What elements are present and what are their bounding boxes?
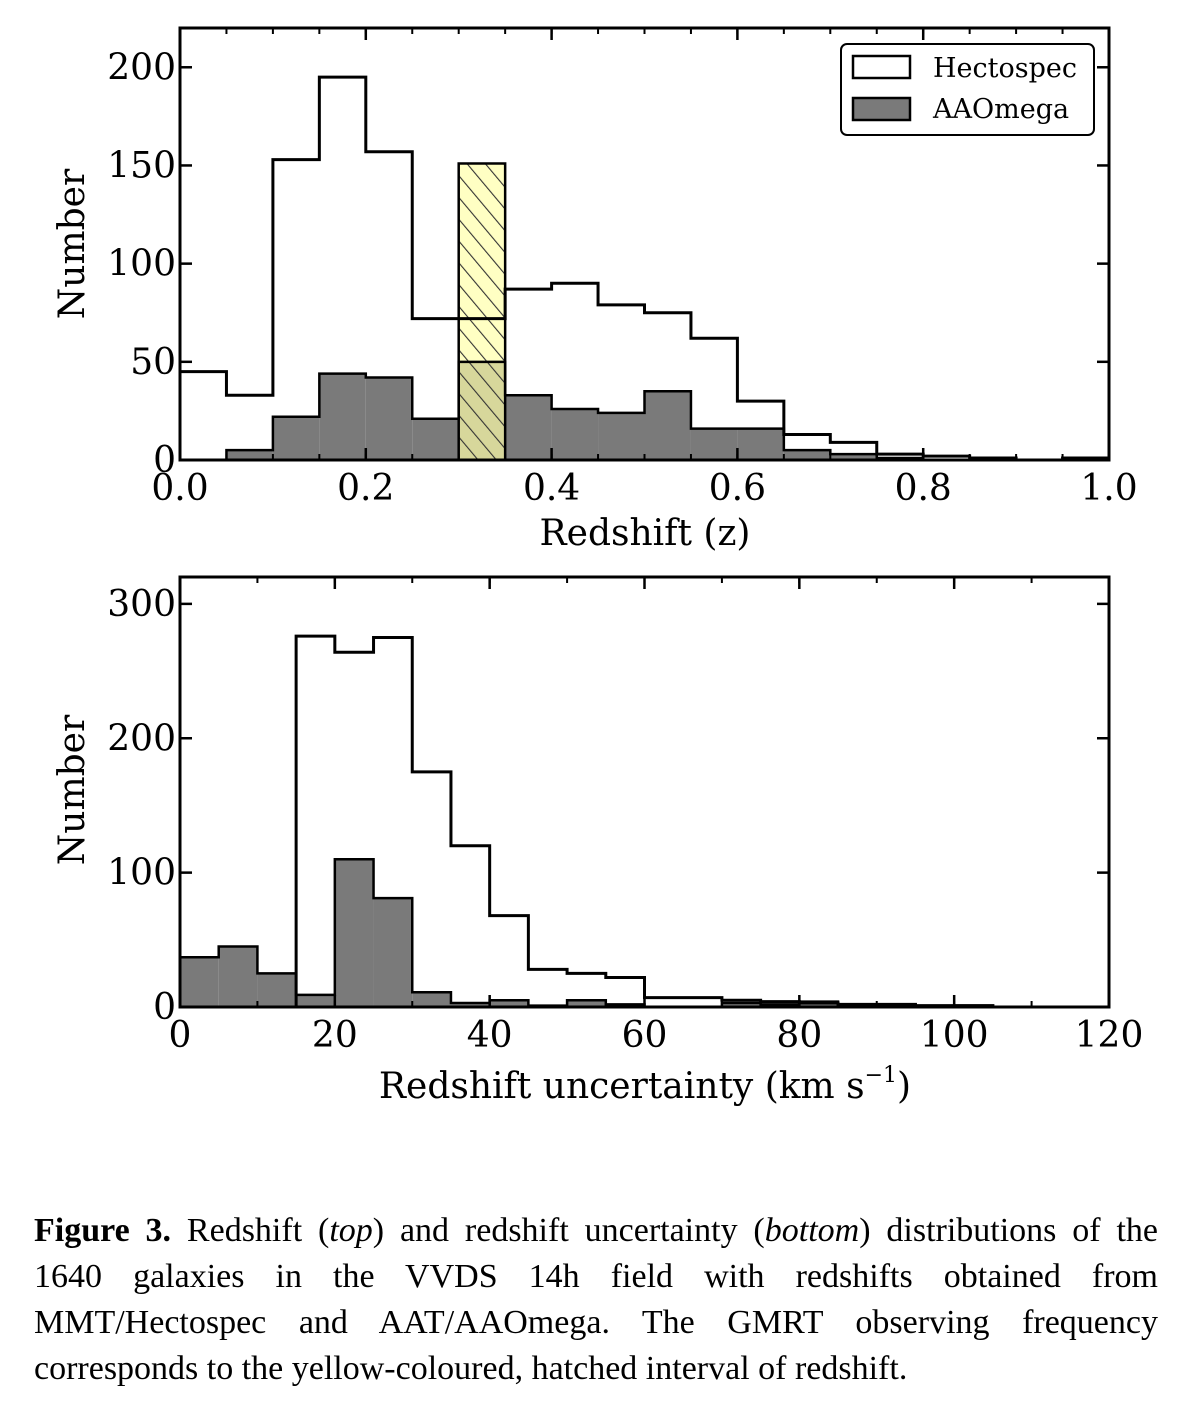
x-tick-label: 0.8 bbox=[895, 468, 952, 509]
y-tick-label: 0 bbox=[153, 987, 176, 1028]
filled-bar bbox=[365, 377, 413, 460]
caption-text-1: Redshift ( bbox=[171, 1212, 330, 1249]
caption-em-top: top bbox=[329, 1212, 373, 1249]
x-tick-label: 100 bbox=[920, 1015, 989, 1056]
filled-bar bbox=[272, 416, 320, 460]
x-tick-label: 1.0 bbox=[1080, 468, 1137, 509]
filled-bar bbox=[644, 391, 691, 460]
x-tick-label: 0.2 bbox=[337, 468, 394, 509]
y-tick-label: 0 bbox=[153, 440, 176, 481]
legend-swatch-aaomega bbox=[851, 96, 912, 122]
filled-bar bbox=[412, 418, 459, 460]
y-tick-label: 50 bbox=[130, 342, 176, 383]
x-axis-label-superscript: −1 bbox=[865, 1063, 897, 1088]
filled-bar bbox=[505, 395, 552, 460]
filled-bar bbox=[721, 1002, 761, 1007]
filled-bar bbox=[450, 1002, 490, 1007]
x-tick-label: 120 bbox=[1075, 1015, 1144, 1056]
filled-bar bbox=[257, 973, 297, 1007]
caption-em-bottom: bottom bbox=[764, 1212, 860, 1249]
x-tick-label: 20 bbox=[312, 1015, 358, 1056]
x-axis-label: Redshift (z) bbox=[540, 513, 751, 554]
filled-bar bbox=[830, 454, 877, 460]
legend: Hectospec AAOmega bbox=[840, 43, 1095, 136]
filled-bar bbox=[598, 412, 645, 460]
caption-text-2: ) and redshift uncertainty ( bbox=[372, 1212, 765, 1249]
filled-bar bbox=[412, 992, 451, 1007]
filled-bar bbox=[180, 957, 219, 1007]
filled-bar bbox=[319, 373, 366, 460]
y-tick-label: 100 bbox=[107, 853, 176, 894]
caption-label: Figure 3. bbox=[34, 1212, 172, 1249]
plot-frame bbox=[178, 26, 1111, 462]
redshift-histogram: 0.0 0.2 0.4 0.6 0.8 1.0 0 50 100 150 200 Number Re… bbox=[52, 26, 1138, 554]
filled-bar bbox=[226, 450, 273, 460]
filled-bar bbox=[551, 408, 599, 460]
x-tick-label: 0.6 bbox=[709, 468, 766, 509]
filled-bar bbox=[218, 946, 258, 1007]
x-axis-label-main: Redshift uncertainty (km s bbox=[379, 1066, 865, 1107]
y-tick-label: 200 bbox=[107, 718, 176, 759]
filled-bar bbox=[489, 1000, 529, 1007]
x-tick-label: 0.4 bbox=[523, 468, 580, 509]
y-tick-label: 200 bbox=[107, 47, 176, 88]
y-tick-label: 300 bbox=[107, 584, 176, 625]
y-tick-label: 150 bbox=[107, 145, 176, 186]
caption-text-3: ) distributions of the 1640 galaxies in … bbox=[34, 1212, 1158, 1387]
filled-bar bbox=[567, 1000, 606, 1007]
figure-caption: Figure 3. Redshift (top) and redshift un… bbox=[34, 1208, 1158, 1392]
x-tick-label: 0.0 bbox=[151, 468, 208, 509]
legend-swatch-hectospec bbox=[851, 54, 912, 80]
filled-bar bbox=[783, 450, 831, 460]
legend-label-hectospec: Hectospec bbox=[933, 53, 1077, 84]
x-tick-label: 40 bbox=[467, 1015, 513, 1056]
y-axis-label: Number bbox=[52, 714, 93, 865]
x-axis-label: Redshift uncertainty (km s−1) bbox=[379, 1063, 911, 1107]
plot-frame bbox=[178, 575, 1111, 1009]
x-tick-label: 60 bbox=[622, 1015, 668, 1056]
redshift-uncertainty-histogram: 0 20 40 60 80 100 120 0 100 200 300 Number Redshif… bbox=[52, 575, 1144, 1107]
y-axis-label: Number bbox=[52, 168, 93, 319]
filled-bar bbox=[296, 994, 335, 1007]
x-axis-label-end: ) bbox=[897, 1066, 911, 1107]
highlight-hatch bbox=[457, 162, 507, 462]
legend-label-aaomega: AAOmega bbox=[932, 94, 1069, 125]
filled-series-outline bbox=[180, 360, 1109, 462]
x-tick-label: 0 bbox=[169, 1015, 192, 1056]
y-tick-label: 100 bbox=[107, 244, 176, 285]
x-tick-label: 80 bbox=[776, 1015, 822, 1056]
filled-bar bbox=[690, 428, 738, 460]
filled-bar bbox=[334, 859, 374, 1007]
filled-bar bbox=[737, 428, 784, 460]
open-series-outline bbox=[180, 634, 1109, 1009]
filled-bar bbox=[373, 898, 413, 1007]
